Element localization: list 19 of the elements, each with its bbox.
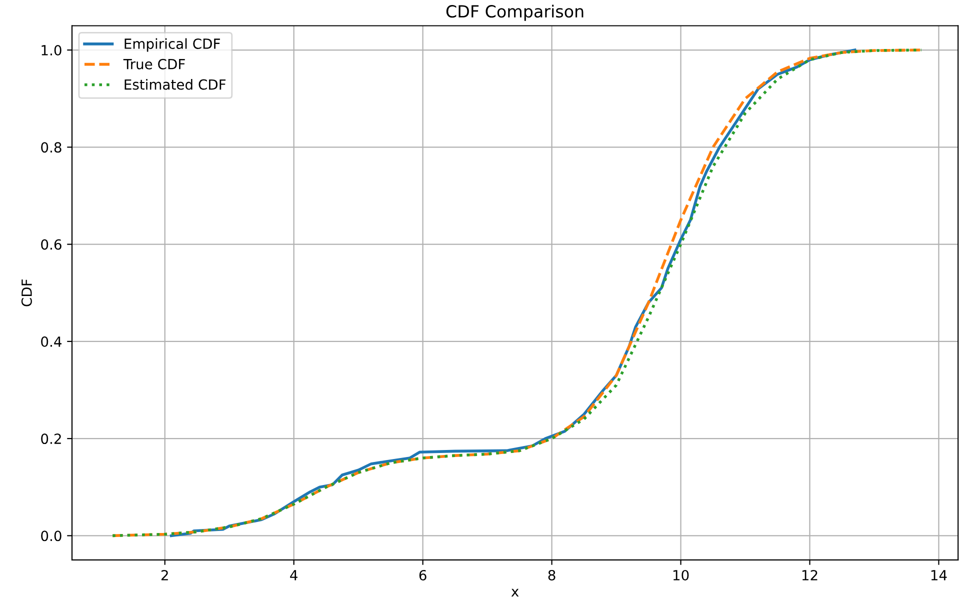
y-tick-label: 1.0: [42, 45, 62, 56]
x-tick-label: 8: [548, 570, 556, 580]
y-tick-label: 0.0: [41, 530, 62, 542]
x-tick-label: 6: [419, 570, 426, 580]
legend-label: Empirical CDF: [124, 38, 220, 52]
y-tick-label: 0.4: [41, 336, 62, 347]
y-tick-label: 0.2: [41, 434, 61, 444]
x-axis-title: x: [511, 588, 519, 596]
x-tick-label: 14: [931, 570, 947, 580]
x-tick-label: 12: [802, 570, 818, 580]
y-axis-title: CDF: [21, 279, 32, 306]
x-tick-label: 4: [290, 570, 298, 580]
x-tick-label: 2: [161, 570, 168, 580]
legend-label: Estimated CDF: [124, 79, 226, 90]
y-tick-label: 0.8: [41, 142, 62, 153]
y-tick-label: 0.6: [41, 239, 62, 250]
legend-label: True CDF: [123, 58, 185, 70]
chart-title: CDF Comparison: [446, 4, 584, 21]
x-tick-label: 10: [673, 570, 689, 580]
